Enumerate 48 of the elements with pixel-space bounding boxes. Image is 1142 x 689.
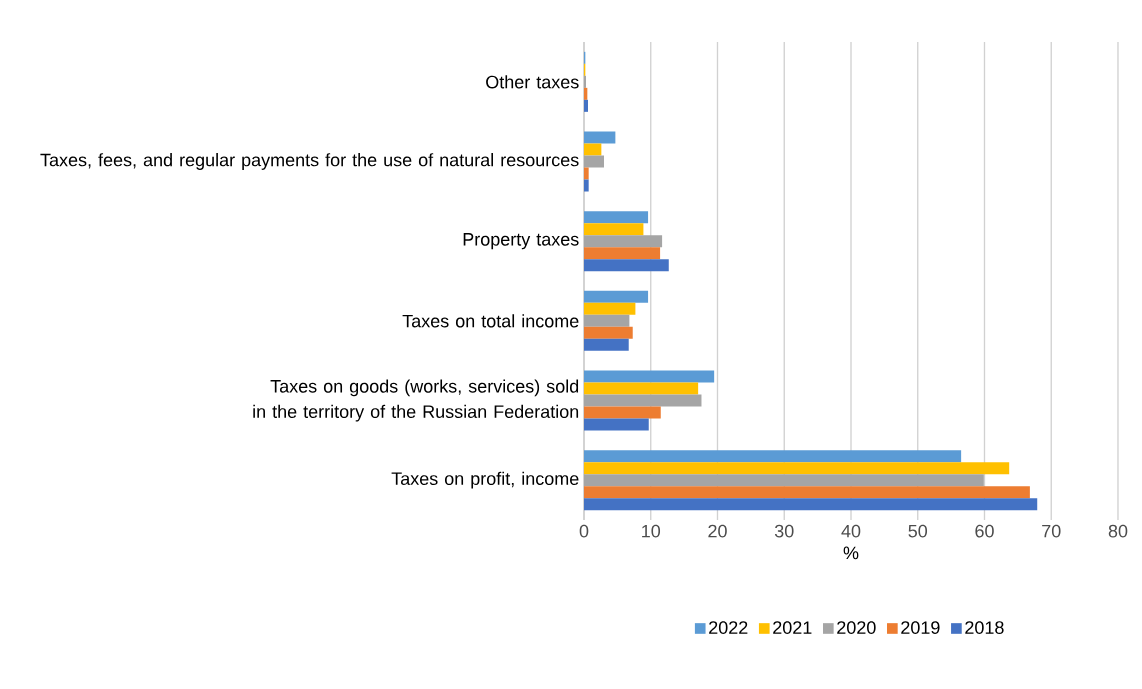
y-tick-label: Taxes on total income: [402, 314, 579, 328]
y-tick-label: Other taxes: [486, 75, 579, 89]
x-tick-label: 80: [1108, 524, 1128, 538]
bar: [584, 290, 649, 303]
x-tick-label: 10: [642, 524, 661, 538]
bar: [584, 498, 1038, 511]
bar: [584, 179, 589, 192]
legend-label: 2022: [709, 621, 748, 634]
x-tick-label: 20: [708, 524, 727, 538]
bar: [584, 474, 984, 487]
bar: [584, 450, 962, 463]
x-tick-label: 60: [975, 524, 994, 538]
y-tick-label: Property taxes: [463, 233, 579, 250]
bar: [584, 394, 702, 407]
bar: [584, 223, 644, 236]
bar: [584, 235, 663, 248]
bar: [584, 211, 649, 224]
bar: [584, 155, 605, 168]
y-tick-label: Taxes on goods (works, services) sold in the territory of the Russian Federation: [253, 379, 579, 422]
bar: [584, 247, 661, 260]
bar: [584, 462, 1010, 475]
bar: [584, 302, 636, 315]
bar: [584, 259, 669, 272]
bar: [584, 418, 649, 431]
legend-label: 2021: [773, 621, 812, 634]
legend-label: 2020: [837, 621, 876, 634]
bar: [584, 87, 588, 100]
bar: [584, 143, 602, 156]
x-tick-label: 50: [908, 524, 928, 538]
x-tick-label: 40: [841, 524, 861, 538]
y-tick-label: Taxes on profit, income: [391, 471, 579, 489]
legend-label: 2019: [901, 621, 940, 634]
bar: [584, 406, 661, 419]
bar: [584, 326, 633, 339]
y-tick-label: Taxes, fees, and regular payments for the use of natural resources: [40, 153, 579, 170]
bar: [584, 99, 588, 112]
x-tick-label: 70: [1042, 524, 1061, 538]
x-tick-label: 30: [774, 524, 794, 538]
bar: [584, 167, 589, 180]
bar: [584, 486, 1030, 499]
x-tick-label: 0: [579, 524, 589, 538]
bar: [584, 338, 629, 351]
bar: [584, 382, 699, 395]
bar: [584, 314, 630, 327]
legend-label: 2018: [965, 621, 1004, 634]
bar: [584, 370, 715, 383]
x-axis-title: %: [843, 546, 859, 560]
bar: [584, 131, 616, 144]
